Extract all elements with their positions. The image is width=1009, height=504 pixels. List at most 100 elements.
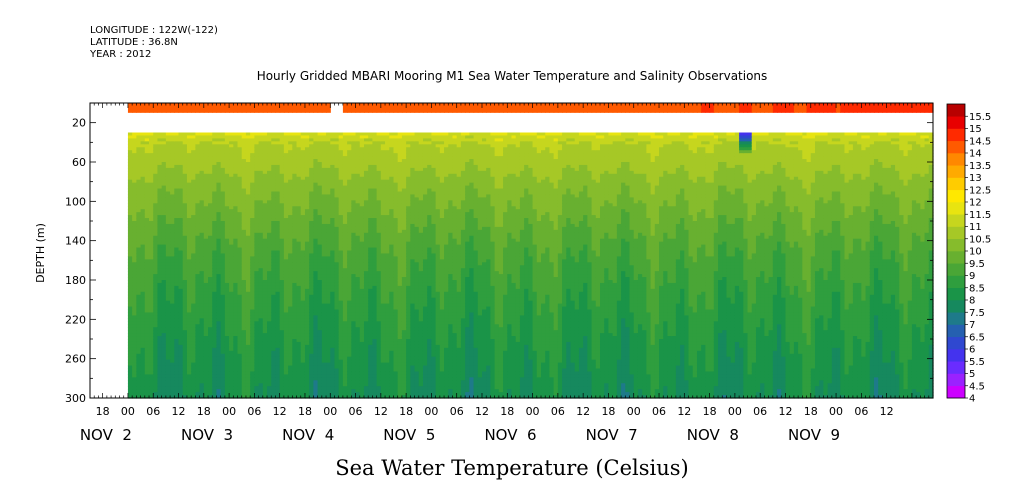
heatmap-cell-1023 [165, 206, 171, 210]
heatmap-cell-4630 [334, 226, 340, 231]
heatmap-cell-4032 [304, 321, 310, 325]
heatmap-cell-900 [157, 374, 163, 378]
heatmap-cell-3626 [288, 185, 293, 190]
heatmap-cell-3515 [279, 389, 285, 393]
heatmap-cell-2822 [250, 203, 255, 207]
heatmap-cell-1403 [182, 265, 188, 269]
heatmap-cell-3399 [275, 312, 281, 316]
heatmap-cell-4395 [321, 330, 327, 334]
heatmap-cell-1252 [174, 350, 180, 355]
heatmap-cell-691 [149, 288, 154, 293]
heatmap-cell-1941 [208, 259, 213, 263]
heatmap-cell-4239 [317, 135, 323, 139]
heatmap-cell-1794 [199, 356, 205, 361]
heatmap-cell-2774 [245, 327, 251, 331]
heatmap-cell-4530 [330, 197, 336, 201]
heatmap-cell-550 [144, 138, 150, 142]
heatmap-cell-4627 [334, 218, 340, 222]
heatmap-cell-3171 [267, 170, 272, 175]
heatmap-cell-2373 [229, 206, 234, 210]
heatmap-cell-2681 [241, 318, 247, 322]
heatmap-cell-4827 [342, 277, 348, 281]
heatmap-cell-4134 [309, 356, 314, 361]
heatmap-cell-1229 [174, 282, 180, 287]
heatmap-cell-229 [127, 253, 133, 257]
heatmap-cell-158 [806, 103, 812, 113]
heatmap-cell-479 [140, 194, 146, 198]
heatmap-cell-4033 [304, 324, 310, 328]
heatmap-cell-4687 [334, 395, 340, 399]
heatmap-cell-1617 [191, 365, 196, 370]
heatmap-cell-4954 [347, 386, 352, 390]
heatmap-cell-810 [153, 374, 159, 378]
heatmap-cell-4970 [351, 167, 357, 172]
heatmap-cell-3886 [300, 156, 306, 160]
heatmap-cell-3761 [292, 318, 298, 322]
heatmap-cell-4069 [309, 164, 314, 169]
heatmap-cell-3971 [304, 141, 310, 145]
heatmap-cell-2430 [229, 374, 234, 378]
heatmap-cell-365 [132, 389, 137, 393]
heatmap-cell-2236 [220, 333, 226, 337]
heatmap-cell-3788 [296, 132, 302, 137]
heatmap-cell-3629 [288, 194, 293, 198]
heatmap-cell-4854 [342, 356, 348, 361]
heatmap-cell-197 [127, 159, 133, 163]
heatmap-cell-1594 [191, 297, 196, 302]
heatmap-cell-3906 [300, 215, 306, 219]
heatmap-cell-3772 [292, 350, 298, 355]
heatmap-cell-3037 [258, 306, 264, 311]
heatmap-cell-1456 [186, 156, 192, 160]
heatmap-cell-374 [136, 150, 142, 154]
heatmap-cell-2530 [237, 138, 243, 142]
heatmap-cell-79 [473, 103, 479, 113]
heatmap-cell-1862 [203, 291, 209, 296]
heatmap-cell-4044 [304, 356, 310, 361]
heatmap-cell-1406 [182, 274, 188, 278]
heatmap-cell-2409 [229, 312, 234, 316]
heatmap-cell-4886 [347, 185, 352, 190]
heatmap-cell-1741 [199, 200, 205, 204]
heatmap-cell-958 [161, 280, 167, 284]
heatmap-cell-1681 [195, 288, 201, 293]
heatmap-cell-688 [149, 280, 154, 284]
heatmap-cell-4278 [317, 250, 323, 255]
heatmap-cell-256 [127, 333, 133, 337]
heatmap-cell-968 [161, 309, 167, 314]
heatmap-cell-3899 [300, 194, 306, 198]
heatmap-cell-613 [144, 324, 150, 328]
heatmap-cell-3849 [296, 312, 302, 316]
heatmap-cell-4540 [330, 226, 336, 231]
heatmap-cell-2610 [237, 374, 243, 378]
heatmap-cell-3420 [275, 374, 281, 378]
heatmap-cell-2143 [216, 324, 222, 328]
heatmap-cell-4635 [334, 241, 340, 246]
heatmap-cell-279 [132, 135, 137, 139]
heatmap-cell-1063 [165, 324, 171, 328]
heatmap-cell-3020 [258, 256, 264, 260]
heatmap-cell-222 [127, 232, 133, 237]
heatmap-cell-2163 [216, 383, 222, 387]
heatmap-cell-3978 [304, 162, 310, 166]
heatmap-cell-4039 [304, 341, 310, 346]
heatmap-cell-180 [899, 103, 905, 113]
heatmap-cell-4475 [326, 300, 331, 305]
heatmap-cell-2801 [250, 141, 255, 145]
heatmap-cell-3873 [296, 383, 302, 387]
heatmap-cell-1271 [178, 141, 184, 145]
heatmap-cell-1190 [174, 167, 180, 172]
heatmap-cell-3948 [300, 339, 306, 343]
heatmap-cell-4139 [309, 371, 314, 375]
heatmap-cell-4005 [304, 241, 310, 246]
heatmap-cell-4351 [321, 200, 327, 204]
heatmap-cell-1889 [203, 371, 209, 375]
heatmap-cell-1059 [165, 312, 171, 316]
heatmap-cell-1787 [199, 336, 205, 340]
heatmap-cell-3298 [271, 280, 277, 284]
heatmap-cell-3742 [292, 262, 298, 266]
heatmap-cell-1747 [199, 218, 205, 222]
heatmap-cell-746 [153, 185, 159, 190]
heatmap-cell-3964 [300, 386, 306, 390]
heatmap-cell-1365 [182, 153, 188, 157]
heatmap-cell-1494 [186, 268, 192, 272]
